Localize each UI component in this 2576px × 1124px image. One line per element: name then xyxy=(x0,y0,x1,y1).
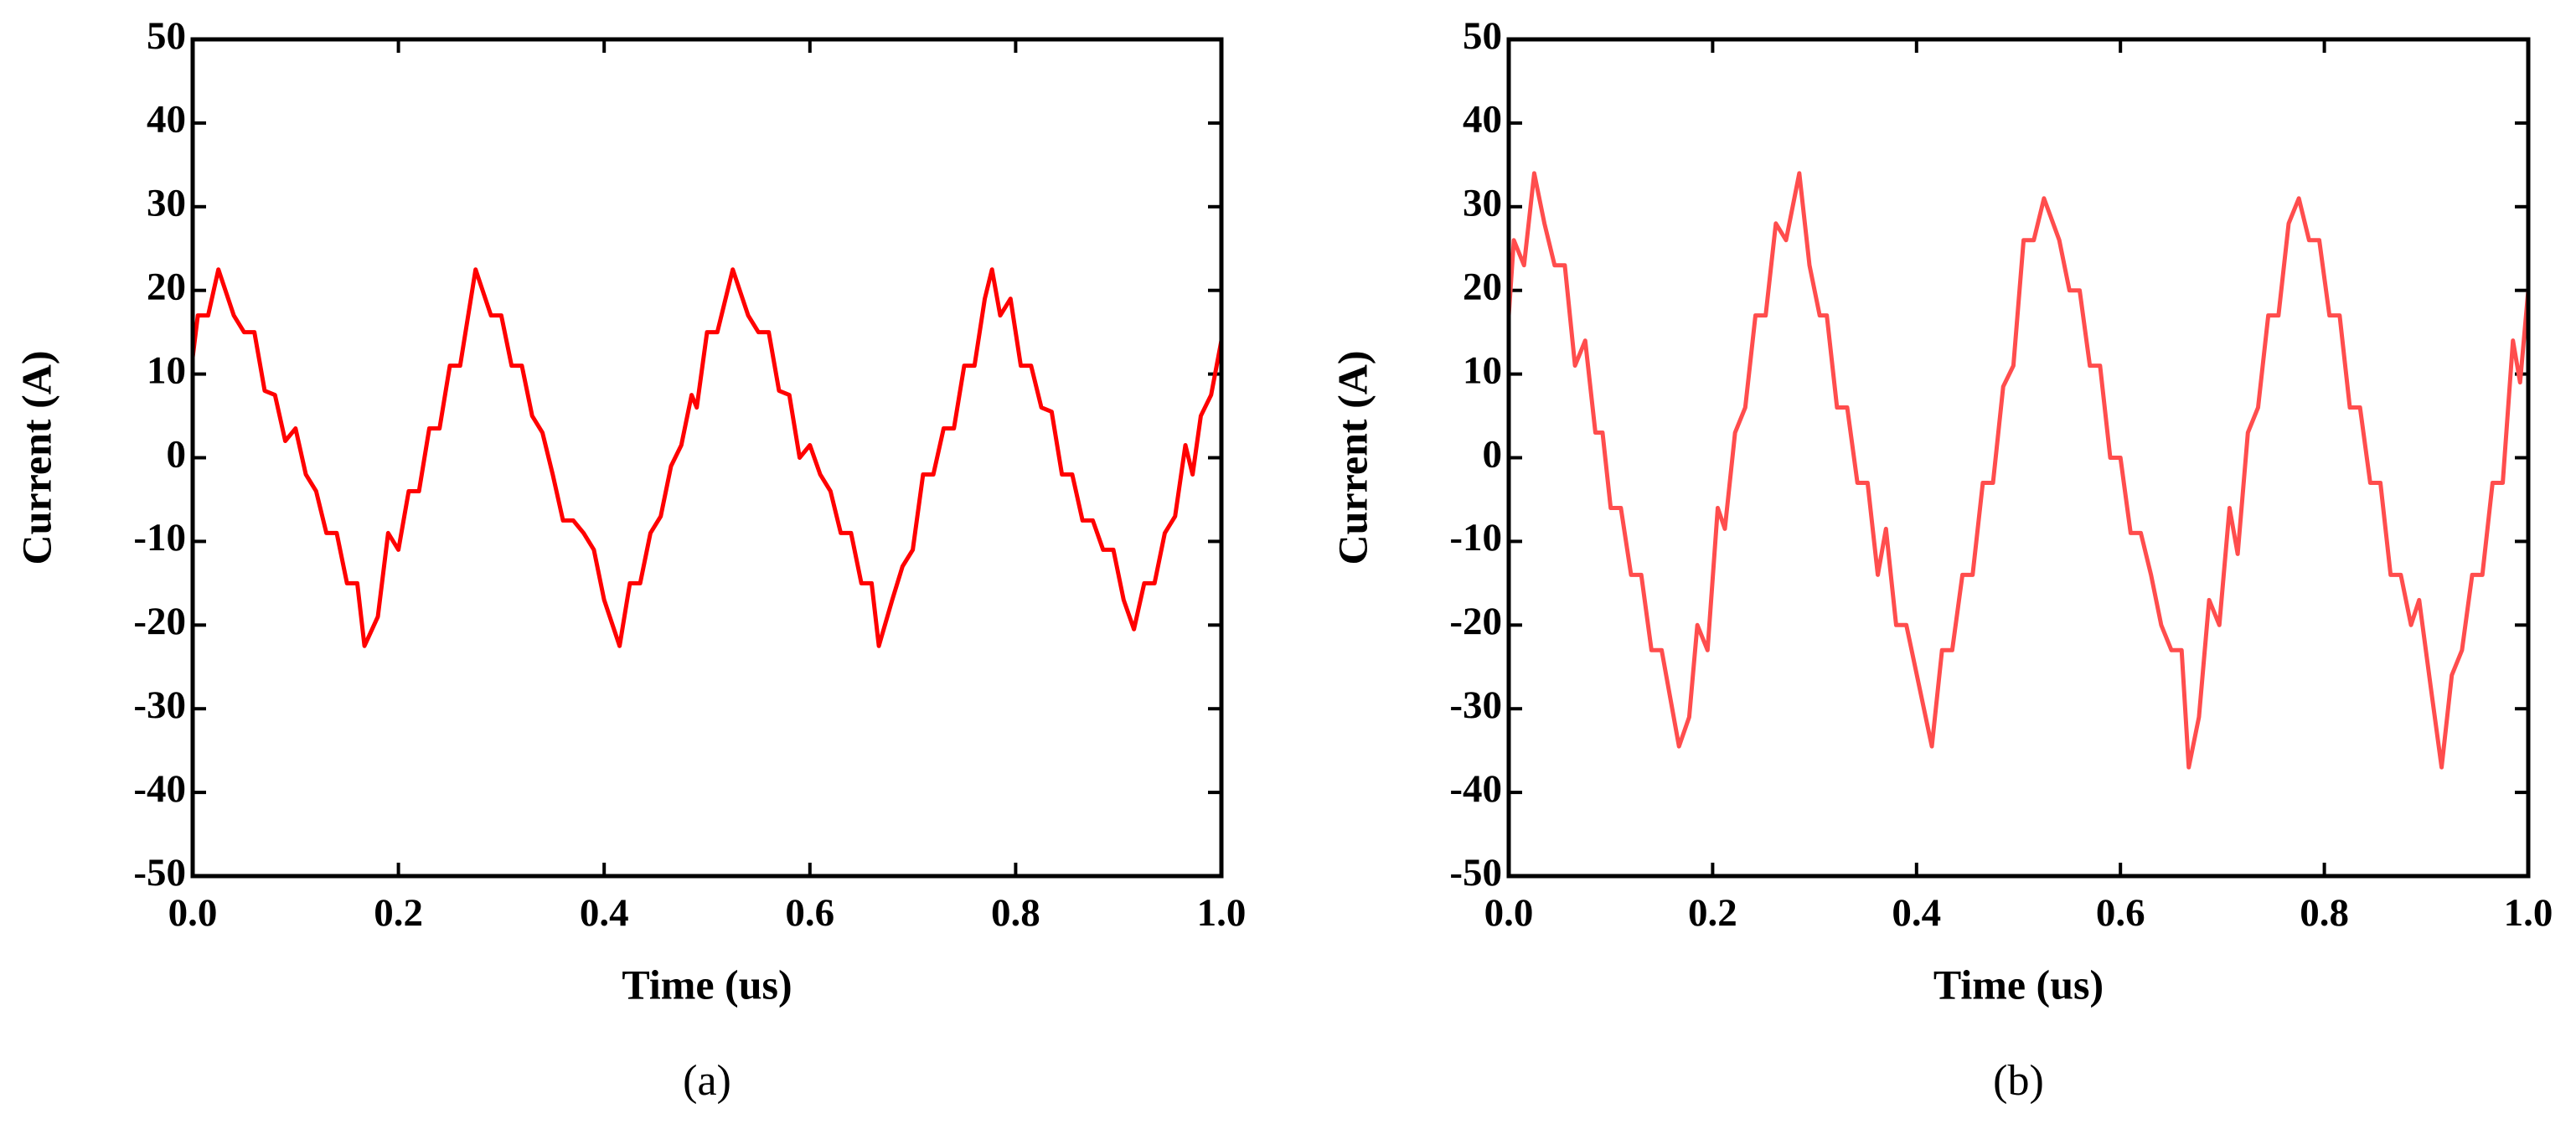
current-line xyxy=(190,267,1224,648)
x-axis-title: Time (us) xyxy=(1933,961,2104,1008)
y-tick-label: 40 xyxy=(147,98,186,142)
y-tick-label: 0 xyxy=(167,432,187,476)
x-tick-label: 0.6 xyxy=(785,891,834,935)
y-tick-label: -20 xyxy=(133,600,186,643)
y-tick-label: 20 xyxy=(147,265,186,308)
x-tick-label: 0.2 xyxy=(1688,891,1737,935)
y-tick-label: 50 xyxy=(1463,14,1502,58)
y-tick-label: 50 xyxy=(147,14,186,58)
y-tick-label: 40 xyxy=(1463,98,1502,142)
y-axis-title: Current (A) xyxy=(13,351,59,565)
y-tick-label: -40 xyxy=(133,767,186,811)
x-tick-label: 0.8 xyxy=(2300,891,2349,935)
y-tick-label: 30 xyxy=(147,182,186,225)
y-tick-label: 10 xyxy=(1463,348,1502,392)
x-tick-label: 0.0 xyxy=(168,891,218,935)
y-tick-label: -10 xyxy=(133,516,186,559)
y-tick-label: -10 xyxy=(1449,516,1502,559)
y-tick-label: -30 xyxy=(133,683,186,727)
x-tick-label: 0.6 xyxy=(2096,891,2145,935)
y-tick-label: -50 xyxy=(133,851,186,895)
plot-frame xyxy=(1506,37,2531,879)
caption: (a) xyxy=(683,1057,731,1105)
x-tick-label: 0.2 xyxy=(374,891,423,935)
current-line xyxy=(1506,171,2531,770)
y-tick-label: -30 xyxy=(1449,683,1502,727)
x-tick-label: 1.0 xyxy=(1197,891,1247,935)
y-tick-label: 10 xyxy=(147,348,186,392)
y-axis-title: Current (A) xyxy=(1329,351,1376,565)
x-tick-label: 0.0 xyxy=(1484,891,1534,935)
y-tick-label: 20 xyxy=(1463,265,1502,308)
x-axis-title: Time (us) xyxy=(622,961,792,1008)
x-tick-label: 0.8 xyxy=(991,891,1040,935)
y-tick-label: -40 xyxy=(1449,767,1502,811)
plot-frame xyxy=(190,37,1224,879)
y-tick-label: -20 xyxy=(1449,600,1502,643)
x-tick-label: 0.4 xyxy=(580,891,629,935)
y-tick-label: -50 xyxy=(1449,851,1502,895)
y-tick-label: 0 xyxy=(1483,432,1503,476)
caption: (b) xyxy=(1993,1057,2044,1105)
x-tick-label: 1.0 xyxy=(2504,891,2553,935)
y-tick-label: 30 xyxy=(1463,182,1502,225)
x-tick-label: 0.4 xyxy=(1892,891,1941,935)
